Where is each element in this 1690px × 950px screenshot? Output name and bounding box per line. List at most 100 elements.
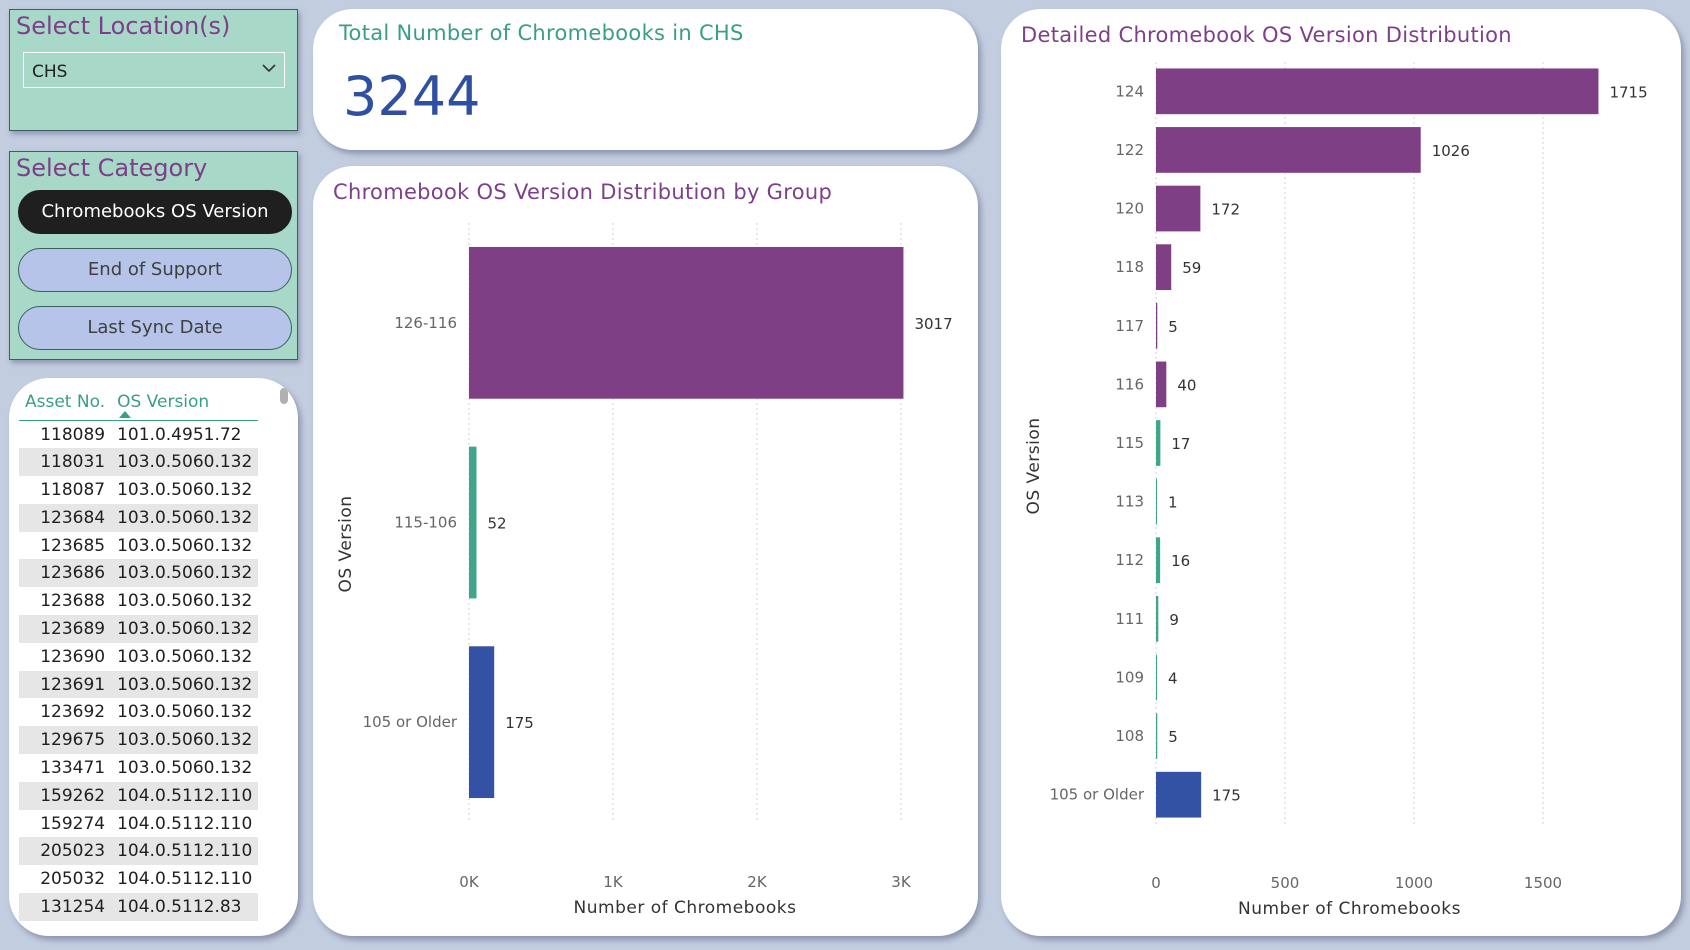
x-tick-label: 0K — [459, 873, 480, 891]
asset-no-cell: 118031 — [19, 448, 112, 477]
os-version-cell: 103.0.5060.132 — [111, 670, 259, 699]
location-slicer-title: Select Location(s) — [16, 12, 231, 40]
data-label: 175 — [505, 714, 534, 732]
bar — [469, 646, 495, 799]
data-label: 9 — [1169, 611, 1179, 629]
table-row[interactable]: 205023 104.0.5112.110 — [19, 837, 259, 866]
category-label: 118 — [1115, 258, 1144, 276]
category-label: 124 — [1115, 82, 1144, 100]
category-label: 122 — [1115, 141, 1144, 159]
os-version-cell: 103.0.5060.132 — [117, 479, 253, 500]
asset-no-cell: 123684 — [19, 503, 112, 532]
os-version-cell: 103.0.5060.132 — [111, 503, 259, 532]
table-row[interactable]: 123689 103.0.5060.132 — [19, 615, 259, 643]
detailed-chart: 0 500 1000 1500 Number of Chromebooks OS Vers… — [1024, 62, 1648, 919]
asset-no-cell: 123690 — [40, 646, 106, 667]
asset-no-cell: 123686 — [19, 559, 112, 588]
data-label: 16 — [1171, 552, 1190, 570]
end-of-support-button[interactable]: End of Support — [18, 248, 292, 292]
data-label: 1 — [1168, 494, 1178, 512]
category-label: 115-106 — [394, 514, 457, 532]
table-scrollbar[interactable] — [280, 388, 288, 404]
data-label: 4 — [1168, 669, 1178, 687]
bar — [1156, 420, 1161, 466]
bar — [1156, 185, 1201, 232]
data-label: 175 — [1212, 787, 1241, 805]
bar — [1156, 478, 1157, 525]
asset-no-cell: 133471 — [40, 757, 106, 778]
column-header-asset-no[interactable]: Asset No. — [19, 392, 112, 421]
bar — [1156, 361, 1167, 408]
column-header-os-version-label: OS Version — [117, 392, 210, 412]
table-row[interactable]: 123686 103.0.5060.132 — [19, 559, 259, 588]
x-tick-label: 3K — [891, 873, 912, 891]
table-row[interactable]: 123692 103.0.5060.132 — [19, 698, 258, 726]
data-label: 1715 — [1609, 83, 1647, 101]
bar — [1156, 713, 1158, 759]
table-row[interactable]: 123691 103.0.5060.132 — [19, 670, 259, 699]
table-row[interactable]: 123684 103.0.5060.132 — [19, 503, 259, 532]
kpi-card: Total Number of Chromebooks in CHS 3244 — [313, 9, 978, 150]
asset-table-card: Asset No. OS Version 118089 101.0.4951.72… — [9, 378, 298, 936]
asset-no-cell: 159274 — [40, 813, 106, 834]
table-row[interactable]: 205032 104.0.5112.110 — [19, 865, 258, 893]
table-row[interactable]: 159262 104.0.5112.110 — [19, 781, 259, 810]
os-version-cell: 101.0.4951.72 — [117, 424, 242, 445]
asset-no-cell: 131254 — [19, 893, 112, 921]
table-row[interactable]: 118089 101.0.4951.72 — [19, 421, 258, 449]
category-label: 109 — [1115, 668, 1144, 686]
asset-table: Asset No. OS Version 118089 101.0.4951.72… — [19, 392, 259, 921]
table-row[interactable]: 123690 103.0.5060.132 — [19, 643, 258, 671]
asset-no-cell: 159262 — [19, 781, 112, 810]
table-row[interactable]: 123685 103.0.5060.132 — [19, 532, 258, 560]
category-label: 115 — [1115, 434, 1144, 452]
group-chart-card: Chromebook OS Version Distribution by Gr… — [313, 166, 978, 936]
data-label: 59 — [1182, 259, 1201, 277]
column-header-os-version[interactable]: OS Version — [111, 392, 259, 421]
bar — [1156, 302, 1158, 349]
data-label: 5 — [1168, 318, 1178, 336]
chevron-down-icon — [262, 64, 276, 73]
last-sync-date-button[interactable]: Last Sync Date — [18, 306, 292, 350]
bar — [1156, 537, 1161, 584]
table-row[interactable]: 133471 103.0.5060.132 — [19, 754, 258, 782]
detailed-chart-card: Detailed Chromebook OS Version Distribut… — [1001, 9, 1681, 936]
asset-no-cell: 123692 — [40, 702, 106, 723]
asset-no-cell: 129675 — [19, 726, 112, 755]
category-label: 111 — [1115, 610, 1144, 628]
bar — [469, 446, 477, 599]
x-tick-label: 0 — [1151, 874, 1161, 892]
location-dropdown-value: CHS — [32, 62, 68, 82]
x-tick-label: 1000 — [1395, 874, 1433, 892]
category-label: 126-116 — [394, 314, 457, 332]
category-label: 105 or Older — [363, 713, 458, 731]
data-label: 172 — [1211, 201, 1240, 219]
x-tick-label: 1K — [603, 873, 624, 891]
table-row[interactable]: 159274 104.0.5112.110 — [19, 810, 258, 838]
os-version-cell: 104.0.5112.110 — [111, 837, 259, 866]
os-version-cell: 103.0.5060.132 — [111, 726, 259, 755]
group-chart: 0K 1K 2K 3K Number of Chromebooks OS Version 1… — [336, 223, 953, 918]
table-row[interactable]: 129675 103.0.5060.132 — [19, 726, 259, 755]
category-label: 117 — [1115, 317, 1144, 335]
asset-no-cell: 118087 — [40, 479, 106, 500]
bar — [1156, 244, 1172, 291]
os-version-cell: 104.0.5112.110 — [117, 813, 253, 834]
chromebooks-os-version-button[interactable]: Chromebooks OS Version — [18, 190, 292, 234]
category-label: 113 — [1115, 493, 1144, 511]
os-version-cell: 104.0.5112.110 — [117, 869, 253, 890]
category-label: 112 — [1115, 551, 1144, 569]
category-slicer-title: Select Category — [16, 154, 208, 182]
table-row[interactable]: 131254 104.0.5112.83 — [19, 893, 259, 921]
data-label: 52 — [487, 515, 506, 533]
os-version-cell: 103.0.5060.132 — [117, 757, 253, 778]
location-dropdown[interactable]: CHS — [23, 52, 285, 88]
asset-no-cell: 123691 — [19, 670, 112, 699]
table-row[interactable]: 123688 103.0.5060.132 — [19, 587, 258, 615]
table-row[interactable]: 118031 103.0.5060.132 — [19, 448, 259, 477]
group-chart-title: Chromebook OS Version Distribution by Gr… — [333, 180, 833, 204]
bar — [1156, 127, 1421, 173]
asset-table-body: 118089 101.0.4951.72 118031 103.0.5060.132 1… — [19, 421, 259, 921]
x-axis-label: Number of Chromebooks — [1238, 899, 1461, 919]
table-row[interactable]: 118087 103.0.5060.132 — [19, 476, 258, 504]
